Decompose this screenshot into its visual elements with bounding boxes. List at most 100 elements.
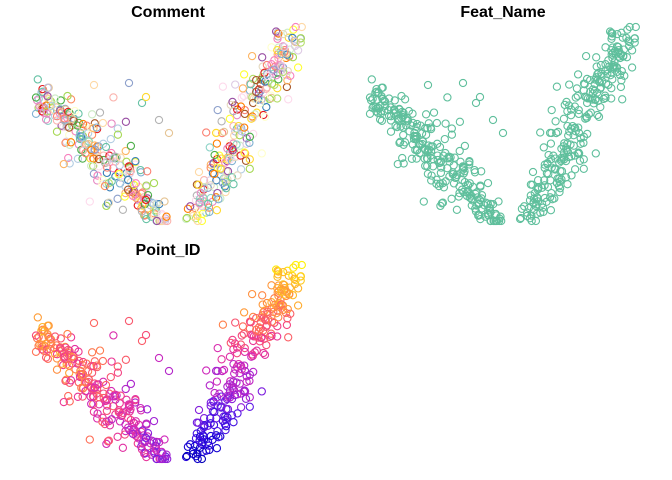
data-point (516, 213, 526, 223)
data-point (273, 28, 282, 37)
data-point (107, 415, 116, 424)
data-point (400, 138, 410, 147)
data-point (260, 350, 270, 359)
data-point (98, 356, 108, 366)
data-point (258, 53, 267, 62)
data-point (164, 128, 174, 138)
data-point (225, 352, 235, 361)
data-point (273, 266, 282, 275)
data-point (100, 419, 110, 429)
data-point (240, 347, 249, 357)
data-point (245, 155, 254, 164)
data-point (73, 154, 83, 163)
data-point (548, 195, 557, 204)
data-point (116, 391, 125, 400)
data-point (291, 260, 300, 270)
data-point (218, 178, 228, 188)
data-point (223, 382, 232, 391)
data-point (131, 417, 141, 426)
data-point (426, 123, 435, 132)
data-point (106, 372, 115, 382)
data-point (43, 83, 52, 92)
data-point (87, 123, 96, 133)
data-point (218, 128, 227, 138)
data-point (291, 37, 300, 47)
data-point (194, 167, 204, 177)
data-point (63, 91, 72, 101)
data-point (280, 42, 289, 52)
data-point (477, 191, 487, 200)
data-point (617, 76, 626, 85)
data-point (93, 409, 102, 418)
data-point (56, 344, 65, 353)
data-point (194, 180, 203, 189)
data-point (539, 143, 548, 152)
data-point (103, 401, 112, 410)
data-point (455, 146, 464, 156)
data-point (124, 316, 134, 326)
data-point (544, 150, 553, 160)
data-point (203, 437, 213, 446)
data-point (236, 403, 246, 412)
data-point (296, 38, 305, 47)
data-point (221, 425, 230, 435)
data-point (239, 91, 248, 101)
data-point (228, 335, 237, 345)
data-point (259, 348, 268, 358)
data-point (528, 180, 537, 189)
data-point (63, 329, 72, 339)
panel-feat-name: Feat_Name (365, 4, 640, 226)
data-point (286, 71, 295, 80)
data-point (409, 134, 419, 144)
data-point (162, 450, 171, 459)
data-point (181, 214, 191, 224)
data-point (33, 75, 42, 84)
data-point (531, 216, 541, 226)
data-point (252, 75, 261, 85)
data-point (163, 454, 172, 464)
data-point (87, 145, 96, 155)
data-point (436, 157, 446, 166)
data-point (206, 176, 215, 185)
data-point (239, 70, 249, 79)
data-point (434, 181, 444, 191)
data-point (124, 162, 133, 171)
data-point (64, 391, 73, 401)
data-point (94, 154, 104, 164)
data-point (593, 110, 602, 120)
data-point (616, 82, 626, 92)
data-point (277, 300, 286, 309)
data-point (118, 205, 128, 214)
data-point (98, 417, 107, 426)
data-point (536, 128, 545, 137)
points-comment (31, 22, 306, 226)
data-point (164, 366, 174, 376)
data-point (87, 348, 97, 357)
data-point (223, 405, 233, 414)
data-point (137, 445, 147, 454)
data-point (258, 300, 267, 309)
data-point (120, 430, 129, 439)
data-point (293, 63, 303, 72)
data-point (491, 209, 500, 219)
data-point (149, 437, 158, 446)
data-point (105, 183, 115, 192)
data-point (211, 366, 221, 376)
data-point (129, 180, 139, 190)
data-point (262, 340, 271, 350)
data-point (494, 197, 503, 206)
data-point (124, 400, 133, 409)
data-point (429, 108, 439, 117)
data-point (204, 203, 214, 212)
data-point (129, 418, 139, 428)
data-point (195, 437, 204, 446)
data-point (458, 78, 468, 88)
data-point (582, 93, 591, 102)
data-point (69, 354, 78, 363)
data-point (257, 149, 266, 158)
data-point (240, 361, 249, 370)
data-point (43, 321, 52, 330)
data-point (465, 157, 474, 166)
data-point (123, 185, 133, 194)
data-point (574, 123, 583, 132)
